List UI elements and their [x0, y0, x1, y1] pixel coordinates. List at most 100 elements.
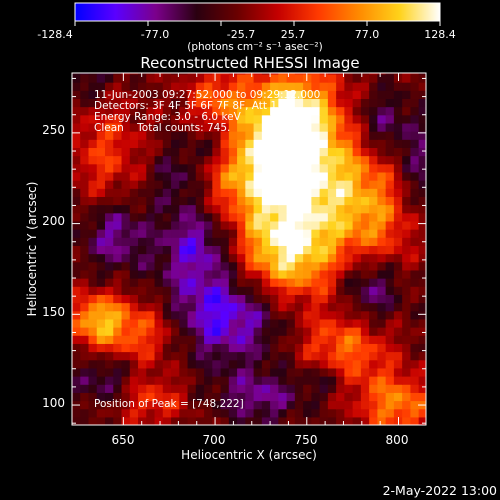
heatmap-cell	[385, 237, 395, 246]
heatmap-cell	[278, 278, 288, 287]
heatmap-cell	[195, 212, 205, 222]
heatmap-cell	[195, 98, 205, 108]
heatmap-cell	[237, 196, 246, 206]
heatmap-cell	[427, 139, 436, 148]
heatmap-cell	[393, 318, 403, 328]
heatmap-cell	[129, 229, 139, 238]
heatmap-cell	[96, 269, 106, 279]
heatmap-cell	[88, 131, 98, 140]
heatmap-cell	[228, 73, 238, 83]
heatmap-cell	[377, 367, 387, 377]
heatmap-cell	[212, 212, 222, 222]
heatmap-cell	[187, 392, 197, 402]
heatmap-cell	[245, 82, 255, 91]
heatmap-cell	[360, 359, 370, 369]
heatmap-cell	[278, 122, 288, 132]
heatmap-cell	[162, 229, 172, 238]
heatmap-cell	[360, 384, 370, 393]
heatmap-cell	[402, 294, 412, 304]
heatmap-cell	[179, 286, 189, 295]
heatmap-cell	[220, 278, 230, 287]
heatmap-cell	[228, 131, 238, 140]
heatmap-cell	[154, 90, 164, 99]
heatmap-cell	[195, 220, 205, 230]
heatmap-cell	[212, 82, 222, 91]
heatmap-cell	[402, 416, 412, 425]
heatmap-cell	[113, 367, 123, 377]
heatmap-cell	[336, 73, 345, 83]
heatmap-cell	[303, 359, 312, 369]
heatmap-cell	[129, 147, 139, 157]
heatmap-cell	[105, 106, 114, 116]
heatmap-cell	[327, 212, 337, 222]
heatmap-cell	[311, 163, 321, 173]
heatmap-cell	[228, 106, 238, 116]
heatmap-cell	[228, 318, 238, 328]
heatmap-cell	[278, 237, 288, 246]
heatmap-cell	[344, 302, 354, 312]
heatmap-cell	[352, 351, 362, 361]
heatmap-cell	[129, 310, 139, 320]
heatmap-cell	[311, 90, 321, 99]
heatmap-cell	[195, 155, 205, 165]
heatmap-cell	[352, 122, 362, 132]
heatmap-cell	[261, 237, 271, 246]
heatmap-cell	[270, 98, 279, 108]
heatmap-cell	[319, 278, 329, 287]
heatmap-cell	[393, 302, 403, 312]
heatmap-cell	[278, 367, 288, 377]
heatmap-cell	[195, 261, 205, 271]
heatmap-cell	[360, 196, 370, 206]
heatmap-cell	[319, 171, 329, 181]
heatmap-cell	[385, 90, 395, 99]
heatmap-cell	[105, 147, 114, 157]
heatmap-cell	[88, 229, 98, 238]
heatmap-cell	[80, 155, 90, 165]
heatmap-cell	[97, 58, 106, 67]
heatmap-cell	[171, 212, 180, 222]
heatmap-cell	[121, 310, 131, 320]
heatmap-cell	[162, 302, 172, 312]
heatmap-cell	[311, 220, 321, 230]
heatmap-cell	[88, 82, 98, 91]
heatmap-cell	[336, 310, 345, 320]
heatmap-cell	[88, 302, 98, 312]
heatmap-cell	[418, 367, 426, 377]
heatmap-cell	[369, 310, 378, 320]
heatmap-cell	[204, 261, 213, 271]
heatmap-cell	[319, 376, 329, 385]
heatmap-cell	[154, 408, 164, 418]
heatmap-cell	[352, 343, 362, 353]
heatmap-cell	[319, 82, 329, 91]
heatmap-cell	[129, 408, 139, 418]
heatmap-cell	[410, 229, 420, 238]
heatmap-cell	[154, 114, 164, 124]
heatmap-cell	[270, 261, 279, 271]
heatmap-cell	[270, 327, 279, 336]
heatmap-cell	[352, 82, 362, 91]
heatmap-cell	[171, 253, 180, 263]
heatmap-cell	[72, 90, 81, 99]
heatmap-cell	[410, 196, 420, 206]
heatmap-cell	[294, 98, 304, 108]
heatmap-cell	[105, 196, 114, 206]
heatmap-cell	[72, 269, 81, 279]
heatmap-cell	[385, 245, 395, 255]
heatmap-cell	[138, 400, 147, 410]
heatmap-cell	[179, 155, 189, 165]
heatmap-cell	[220, 122, 230, 132]
heatmap-cell	[179, 188, 189, 197]
heatmap-cell	[319, 302, 329, 312]
heatmap-cell	[286, 367, 296, 377]
heatmap-cell	[72, 114, 81, 124]
heatmap-cell	[311, 131, 321, 140]
heatmap-cell	[96, 343, 106, 353]
heatmap-cell	[319, 73, 329, 83]
heatmap-cell	[121, 212, 131, 222]
heatmap-cell	[294, 261, 304, 271]
heatmap-cell	[146, 180, 156, 189]
heatmap-cell	[96, 204, 106, 214]
heatmap-cell	[427, 205, 436, 214]
heatmap-cell	[122, 58, 131, 67]
heatmap-cell	[179, 253, 189, 263]
